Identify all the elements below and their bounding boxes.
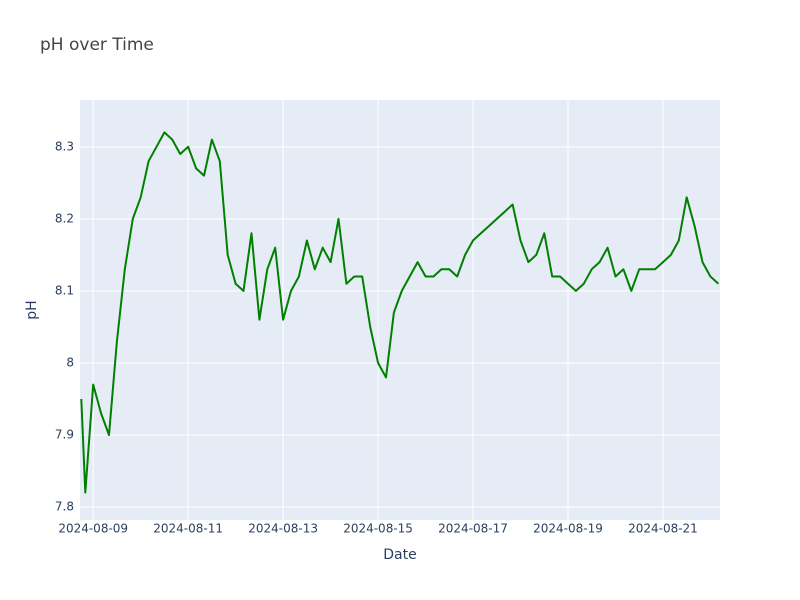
x-tick-label: 2024-08-21	[628, 522, 698, 536]
y-tick-label: 8.1	[55, 283, 74, 297]
x-tick-label: 2024-08-13	[248, 522, 318, 536]
y-tick-label: 8.3	[55, 139, 74, 153]
x-tick-label: 2024-08-09	[58, 522, 128, 536]
x-tick-label: 2024-08-19	[533, 522, 603, 536]
y-axis-title: pH	[24, 300, 40, 319]
x-tick-label: 2024-08-17	[438, 522, 508, 536]
chart-title: pH over Time	[40, 35, 154, 55]
x-tick-label: 2024-08-11	[153, 522, 223, 536]
y-tick-label: 8.2	[55, 211, 74, 225]
plot-area	[80, 100, 720, 520]
x-axis-title: Date	[383, 547, 416, 563]
x-tick-label: 2024-08-15	[343, 522, 413, 536]
y-tick-label: 7.8	[55, 500, 74, 514]
y-tick-label: 8	[66, 355, 74, 369]
y-tick-label: 7.9	[55, 427, 74, 441]
data-line	[80, 131, 720, 494]
